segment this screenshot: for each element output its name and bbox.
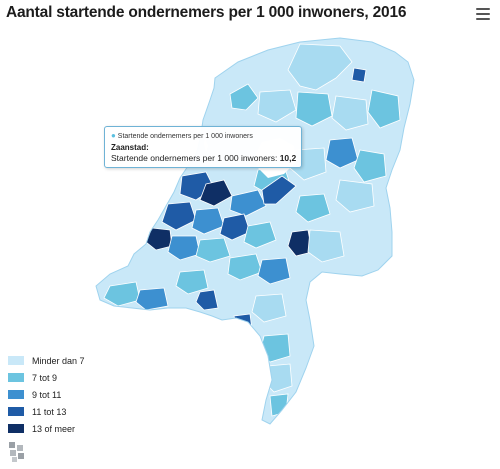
hamburger-menu-icon[interactable] — [476, 8, 490, 22]
tooltip-region-name: Zaanstad: — [111, 143, 149, 152]
legend-item-2[interactable]: 7 tot 9 — [8, 369, 85, 386]
tooltip-metric-value: 10,2 — [279, 153, 297, 163]
legend-item-1[interactable]: Minder dan 7 — [8, 352, 85, 369]
legend-label: 7 tot 9 — [32, 372, 58, 383]
legend-label: 11 tot 13 — [32, 406, 67, 417]
legend-swatch — [8, 407, 24, 416]
legend-swatch — [8, 356, 24, 365]
legend-label: 13 of meer — [32, 423, 76, 434]
series-bullet-icon: ● — [111, 131, 116, 140]
legend-item-3[interactable]: 9 tot 11 — [8, 386, 85, 403]
tooltip-metric-label: Startende ondernemers per 1 000 inwoners… — [111, 153, 278, 163]
legend-item-5[interactable]: 13 of meer — [8, 420, 85, 437]
chart-title: Aantal startende ondernemers per 1 000 i… — [6, 4, 407, 21]
legend-swatch — [8, 390, 24, 399]
legend-swatch — [8, 424, 24, 433]
cbs-logo-icon — [9, 442, 24, 462]
tooltip-series-name: Startende ondernemers per 1 000 inwoners — [117, 133, 253, 140]
legend-label: Minder dan 7 — [32, 355, 85, 366]
legend-item-4[interactable]: 11 tot 13 — [8, 403, 85, 420]
map-legend: Minder dan 7 7 tot 9 9 tot 11 11 tot 13 … — [8, 352, 85, 437]
legend-label: 9 tot 11 — [32, 389, 62, 400]
map-tooltip: ● Startende ondernemers per 1 000 inwone… — [104, 126, 302, 168]
legend-swatch — [8, 373, 24, 382]
